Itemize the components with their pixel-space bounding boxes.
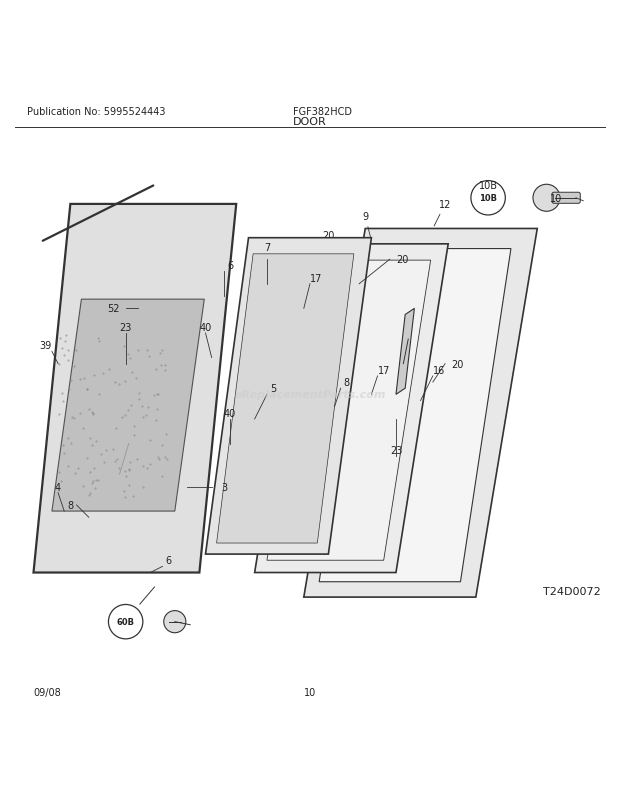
Text: 23: 23: [390, 445, 402, 455]
Circle shape: [164, 611, 186, 633]
Polygon shape: [33, 205, 236, 573]
Text: 40: 40: [224, 408, 236, 419]
Circle shape: [533, 185, 560, 212]
Text: 17: 17: [378, 366, 390, 375]
FancyBboxPatch shape: [552, 193, 580, 204]
Text: 52: 52: [107, 304, 120, 314]
Polygon shape: [396, 309, 414, 395]
Polygon shape: [255, 245, 448, 573]
Text: 20: 20: [396, 255, 409, 265]
Text: 10B: 10B: [479, 194, 497, 203]
Polygon shape: [113, 450, 138, 493]
Text: 20: 20: [451, 359, 464, 369]
Text: 40: 40: [200, 322, 211, 332]
Text: 17: 17: [310, 273, 322, 283]
Text: 10: 10: [549, 193, 562, 204]
Text: FGF382HCD: FGF382HCD: [293, 107, 352, 116]
Text: eReplacementParts.com: eReplacementParts.com: [234, 390, 386, 400]
Text: Publication No: 5995524443: Publication No: 5995524443: [27, 107, 166, 116]
Polygon shape: [267, 261, 431, 561]
Text: 5: 5: [270, 383, 277, 394]
Text: 10B: 10B: [479, 181, 498, 191]
Text: 4: 4: [55, 482, 61, 492]
Circle shape: [471, 181, 505, 216]
Text: 23: 23: [120, 322, 132, 332]
Circle shape: [108, 605, 143, 639]
Text: 09/08: 09/08: [33, 687, 61, 698]
Text: DOOR: DOOR: [293, 117, 327, 127]
Text: 6: 6: [166, 556, 172, 565]
Text: T24D0072: T24D0072: [543, 586, 601, 596]
Text: 60B: 60B: [117, 618, 135, 626]
Polygon shape: [205, 238, 371, 554]
Text: 16: 16: [433, 366, 445, 375]
Text: 39: 39: [40, 341, 52, 350]
Text: 3: 3: [221, 482, 227, 492]
Polygon shape: [304, 229, 538, 597]
Text: 8: 8: [343, 378, 350, 387]
Polygon shape: [52, 300, 204, 512]
Polygon shape: [216, 254, 354, 543]
Text: 9: 9: [362, 212, 371, 239]
Text: 12: 12: [434, 200, 451, 227]
Text: 8: 8: [68, 500, 73, 510]
Text: 6: 6: [227, 261, 233, 271]
Text: 7: 7: [264, 243, 270, 253]
Polygon shape: [319, 249, 511, 582]
Text: 20: 20: [322, 230, 339, 252]
Text: 10: 10: [304, 687, 316, 698]
